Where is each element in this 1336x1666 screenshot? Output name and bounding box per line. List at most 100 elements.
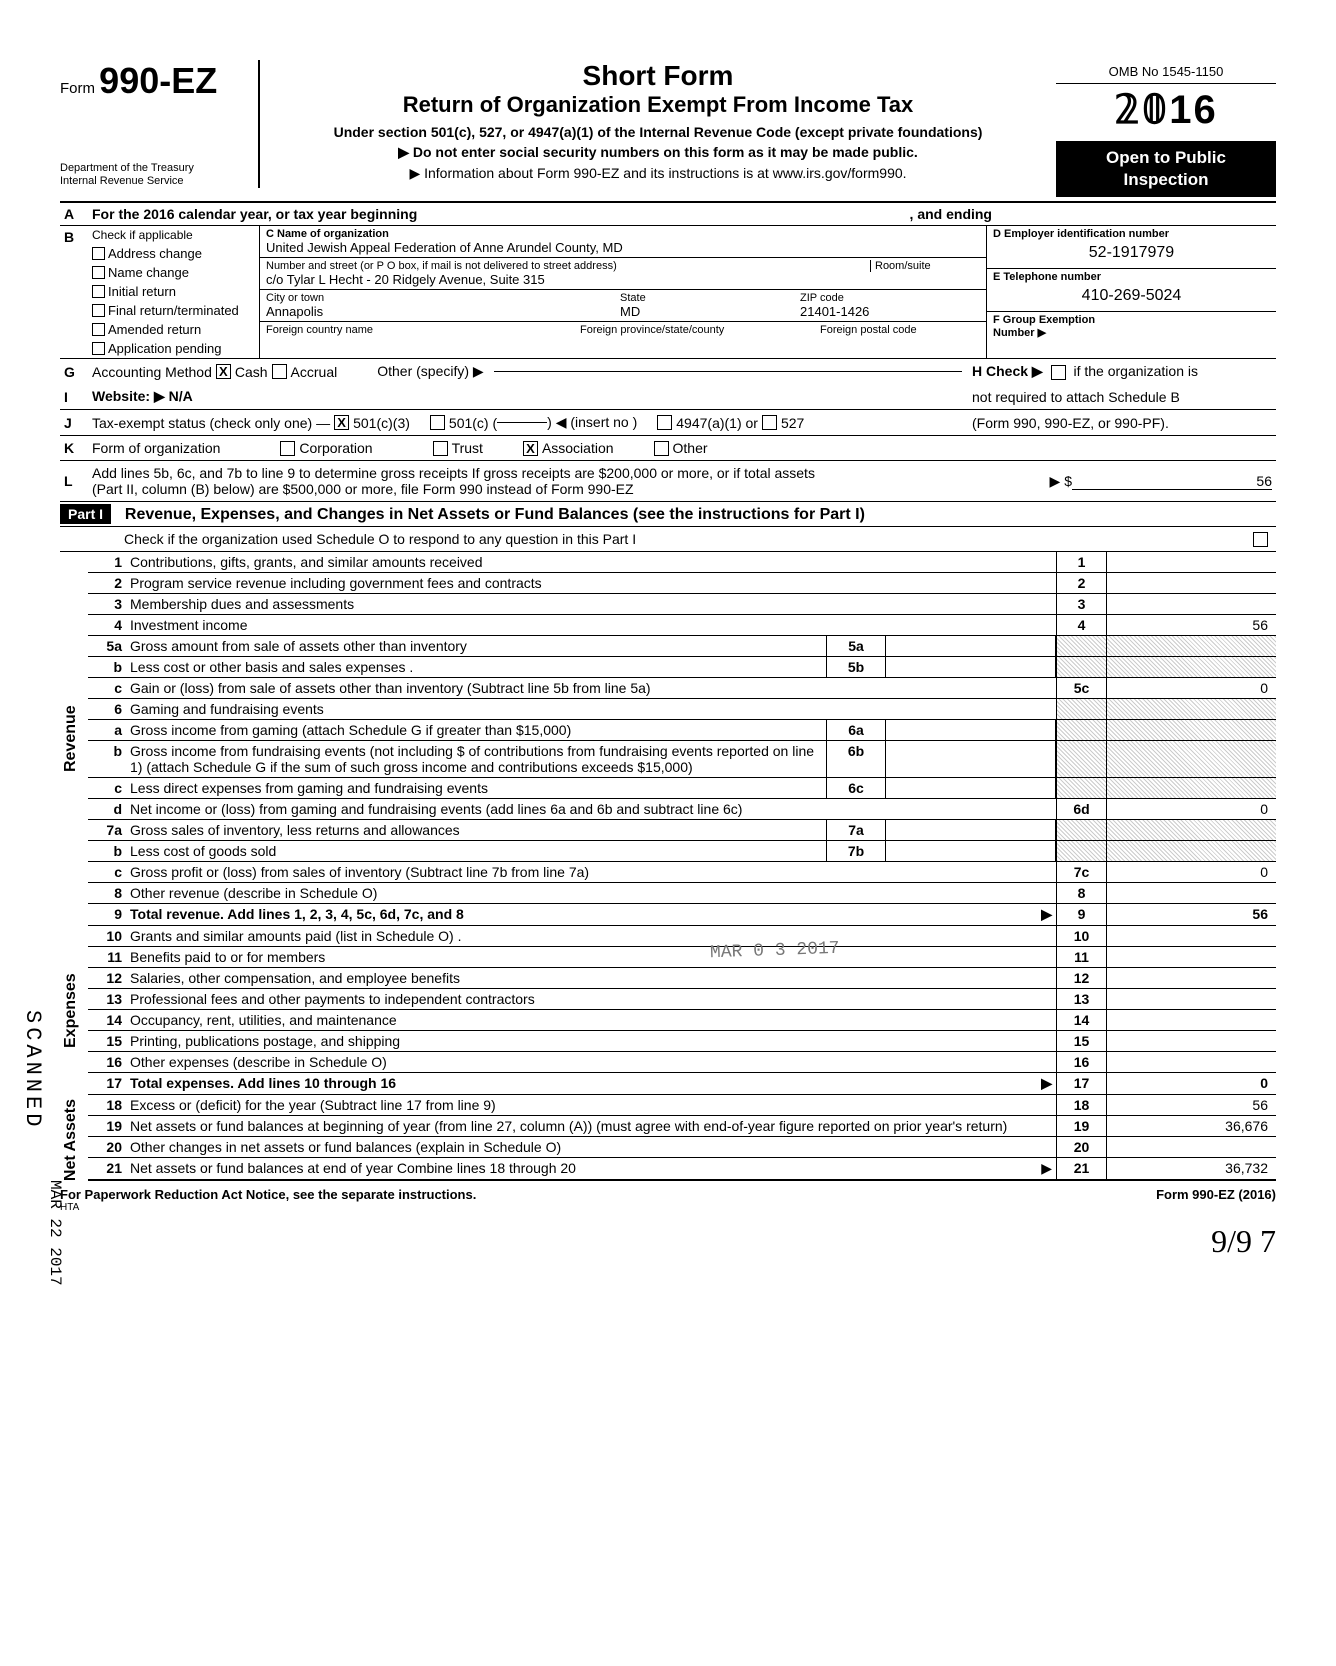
line-18-desc: Excess or (deficit) for the year (Subtra… <box>126 1095 1056 1115</box>
checkbox-h[interactable] <box>1051 365 1066 380</box>
line-5c-rno: 5c <box>1056 678 1106 698</box>
dept-line-1: Department of the Treasury <box>60 162 248 175</box>
line-6d-desc: Net income or (loss) from gaming and fun… <box>126 799 1056 819</box>
line-13-no: 13 <box>88 989 126 1009</box>
line-6b-mid: 6b <box>826 741 886 777</box>
omb-number: OMB No 1545-1150 <box>1056 60 1276 84</box>
zip-value: 21401-1426 <box>800 304 980 319</box>
check-initial-return[interactable]: Initial return <box>88 282 259 301</box>
line-21-arrow: ▶ <box>1041 1160 1052 1177</box>
line-5a-no: 5a <box>88 636 126 656</box>
line-9-desc: Total revenue. Add lines 1, 2, 3, 4, 5c,… <box>130 906 464 922</box>
association-label: Association <box>542 440 614 456</box>
line-9-no: 9 <box>88 904 126 925</box>
line-9-arrow: ▶ <box>1041 906 1052 923</box>
foreign-postal-label: Foreign postal code <box>820 324 980 342</box>
line-1-desc: Contributions, gifts, grants, and simila… <box>126 552 1056 572</box>
row-a-label: A <box>64 206 92 222</box>
form-990-pf-text: (Form 990, 990-EZ, or 990-PF). <box>972 415 1272 431</box>
row-l-text2: (Part II, column (B) below) are $500,000… <box>92 481 634 497</box>
website-label: Website: ▶ N/A <box>92 388 193 405</box>
line-6c-mid: 6c <box>826 778 886 798</box>
line-4-desc: Investment income <box>126 615 1056 635</box>
open-public-2: Inspection <box>1060 169 1272 191</box>
line-6a-no: a <box>88 720 126 740</box>
checkbox-527[interactable] <box>762 415 777 430</box>
checkbox-schedule-o-part1[interactable] <box>1253 532 1268 547</box>
subtitle-ssn: ▶ Do not enter social security numbers o… <box>272 144 1044 161</box>
line-21-desc: Net assets or fund balances at end of ye… <box>130 1160 576 1176</box>
527-label: 527 <box>781 415 804 431</box>
check-application-pending[interactable]: Application pending <box>88 339 259 358</box>
line-6d-no: d <box>88 799 126 819</box>
check-name-change[interactable]: Name change <box>88 263 259 282</box>
line-7b-no: b <box>88 841 126 861</box>
paperwork-notice: For Paperwork Reduction Act Notice, see … <box>60 1187 476 1202</box>
line-3-desc: Membership dues and assessments <box>126 594 1056 614</box>
room-suite-label: Room/suite <box>870 260 980 272</box>
subtitle-section: Under section 501(c), 527, or 4947(a)(1)… <box>272 124 1044 140</box>
line-7a-desc: Gross sales of inventory, less returns a… <box>126 820 826 840</box>
check-amended-return[interactable]: Amended return <box>88 320 259 339</box>
row-a-ending: , and ending <box>910 206 992 222</box>
checkbox-501c[interactable] <box>430 415 445 430</box>
line-14-rno: 14 <box>1056 1010 1106 1030</box>
line-5b-mid: 5b <box>826 657 886 677</box>
line-11-val <box>1106 947 1276 967</box>
line-11-rno: 11 <box>1056 947 1106 967</box>
line-7b-mid: 7b <box>826 841 886 861</box>
line-11-desc: Benefits paid to or for members <box>126 947 1056 967</box>
checkbox-4947[interactable] <box>657 415 672 430</box>
line-2-desc: Program service revenue including govern… <box>126 573 1056 593</box>
line-8-rno: 8 <box>1056 883 1106 903</box>
line-20-no: 20 <box>88 1137 126 1157</box>
line-19-val: 36,676 <box>1106 1116 1276 1136</box>
open-public-1: Open to Public <box>1060 147 1272 169</box>
line-4-no: 4 <box>88 615 126 635</box>
line-11-no: 11 <box>88 947 126 967</box>
line-10-desc: Grants and similar amounts paid (list in… <box>126 926 1056 946</box>
line-10-val <box>1106 926 1276 946</box>
revenue-section-label: Revenue <box>60 552 88 926</box>
form-id-footer: Form 990-EZ (2016) <box>1156 1187 1276 1202</box>
row-j-label: J <box>64 415 92 431</box>
row-l-arrow: ▶ $ <box>1012 473 1072 490</box>
checkbox-other-org[interactable] <box>654 441 669 456</box>
line-5a-mid: 5a <box>826 636 886 656</box>
scanned-date-stamp: MAR 22 2017 <box>46 1180 64 1286</box>
row-g-label: G <box>64 364 92 380</box>
row-i: I Website: ▶ N/A not required to attach … <box>60 384 1276 410</box>
line-17-val: 0 <box>1106 1073 1276 1094</box>
group-exemption-label: F Group Exemption <box>993 314 1270 326</box>
line-1-rno: 1 <box>1056 552 1106 572</box>
accrual-label: Accrual <box>291 364 338 380</box>
checkbox-accrual[interactable] <box>272 364 287 379</box>
check-address-change[interactable]: Address change <box>88 244 259 263</box>
dept-line-2: Internal Revenue Service <box>60 175 248 188</box>
tax-year: 16 <box>1169 88 1218 132</box>
part-1-schedule-o-text: Check if the organization used Schedule … <box>124 531 636 547</box>
checkbox-cash[interactable] <box>216 364 231 379</box>
checkbox-501c3[interactable] <box>334 415 349 430</box>
phone-value: 410-269-5024 <box>993 283 1270 309</box>
line-8-val <box>1106 883 1276 903</box>
line-6-desc: Gaming and fundraising events <box>126 699 1056 719</box>
line-9-rno: 9 <box>1056 904 1106 925</box>
line-5b-no: b <box>88 657 126 677</box>
line-7c-val: 0 <box>1106 862 1276 882</box>
checkbox-corporation[interactable] <box>280 441 295 456</box>
line-8-desc: Other revenue (describe in Schedule O) <box>126 883 1056 903</box>
other-org-label: Other <box>673 440 708 456</box>
check-final-return[interactable]: Final return/terminated <box>88 301 259 320</box>
line-5c-desc: Gain or (loss) from sale of assets other… <box>126 678 1056 698</box>
foreign-country-label: Foreign country name <box>266 324 580 342</box>
line-19-no: 19 <box>88 1116 126 1136</box>
checkbox-association[interactable] <box>523 441 538 456</box>
checkbox-trust[interactable] <box>433 441 448 456</box>
row-k: K Form of organization Corporation Trust… <box>60 436 1276 461</box>
line-5c-val: 0 <box>1106 678 1276 698</box>
line-3-val <box>1106 594 1276 614</box>
line-5b-desc: Less cost or other basis and sales expen… <box>126 657 826 677</box>
line-7a-no: 7a <box>88 820 126 840</box>
row-l-label: L <box>64 473 92 489</box>
